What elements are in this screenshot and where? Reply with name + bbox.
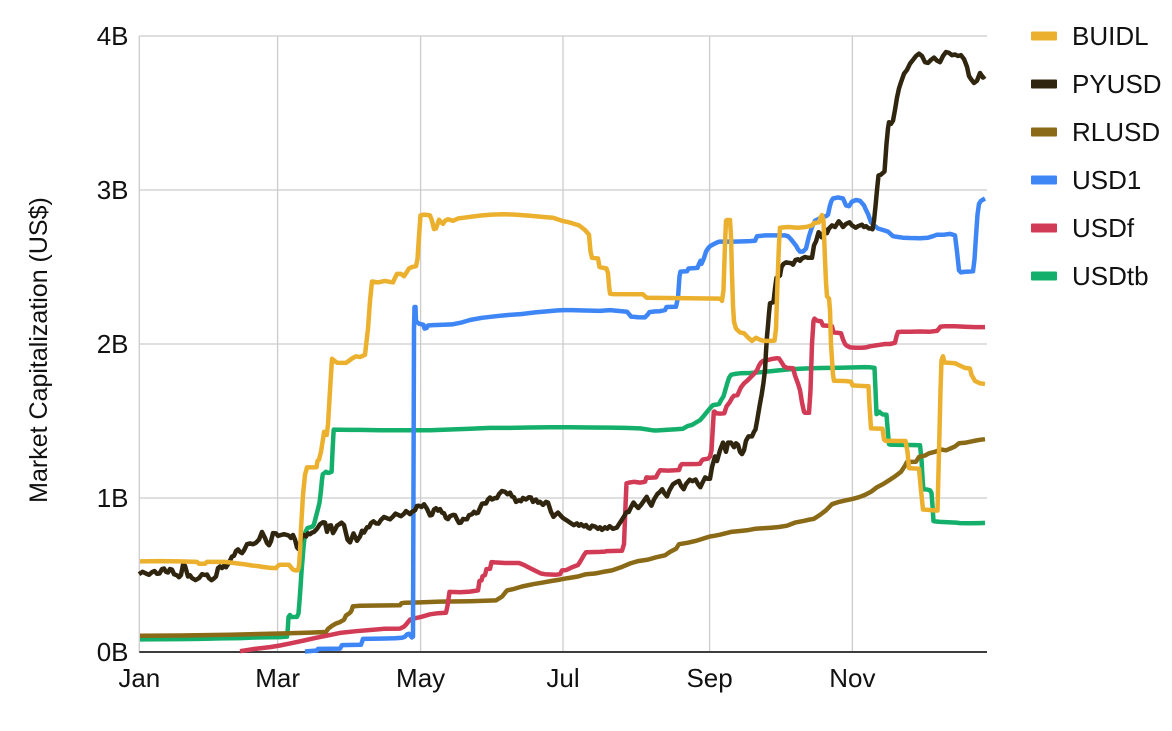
svg-text:Market Capitalization (US$): Market Capitalization (US$) xyxy=(25,197,53,503)
svg-text:4B: 4B xyxy=(97,21,129,51)
svg-text:PYUSD: PYUSD xyxy=(1072,69,1162,99)
svg-text:RLUSD: RLUSD xyxy=(1072,117,1160,147)
svg-text:1B: 1B xyxy=(97,483,129,513)
svg-text:2B: 2B xyxy=(97,329,129,359)
svg-text:USDf: USDf xyxy=(1072,213,1135,243)
svg-text:USDtb: USDtb xyxy=(1072,261,1149,291)
svg-text:USD1: USD1 xyxy=(1072,165,1141,195)
svg-text:May: May xyxy=(396,663,445,693)
svg-text:3B: 3B xyxy=(97,175,129,205)
svg-text:Jul: Jul xyxy=(546,663,579,693)
svg-text:Jan: Jan xyxy=(118,663,160,693)
svg-text:Sep: Sep xyxy=(686,663,732,693)
svg-text:BUIDL: BUIDL xyxy=(1072,21,1149,51)
svg-text:0B: 0B xyxy=(97,637,129,667)
svg-text:Mar: Mar xyxy=(255,663,300,693)
svg-text:Nov: Nov xyxy=(829,663,875,693)
